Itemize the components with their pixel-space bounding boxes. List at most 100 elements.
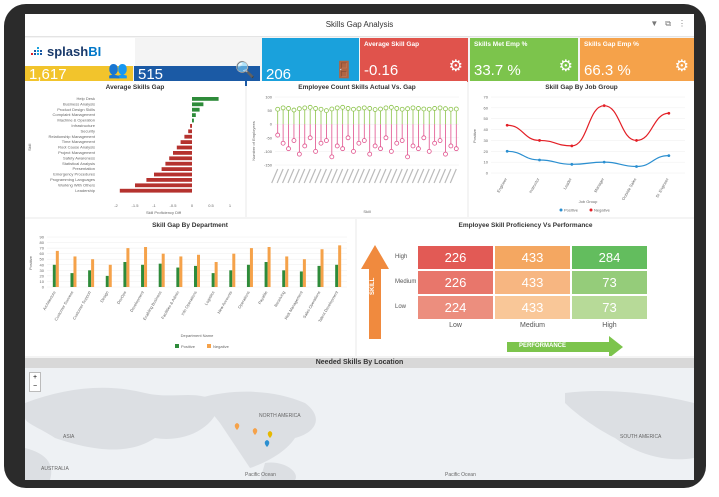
point (286, 146, 291, 152)
kpi-value: 1,617 (29, 66, 67, 83)
world-map[interactable]: ASIA NORTH AMERICA SOUTH AMERICA AUSTRAL… (25, 368, 694, 480)
heatmap-cell[interactable]: 226 (418, 271, 493, 294)
emp-count-title: Employee Count Skills Actual Vs. Gap (298, 84, 416, 91)
point (302, 143, 308, 149)
map-label: SOUTH AMERICA (620, 434, 662, 440)
bar (190, 124, 192, 128)
tick-label: -150 (264, 163, 273, 168)
heatmap-cell[interactable]: 73 (572, 296, 647, 319)
heatmap-cell[interactable]: 224 (418, 296, 493, 319)
heatmap-cell[interactable]: 73 (572, 271, 647, 294)
bar (214, 262, 218, 287)
tick-label: Development (129, 289, 146, 313)
x-tick-label (401, 168, 409, 184)
map-location-pin (234, 423, 240, 430)
bar (119, 188, 192, 193)
column-label: Low (449, 322, 462, 329)
point (361, 138, 367, 143)
bar (211, 273, 215, 287)
heatmap-cell[interactable]: 226 (418, 246, 493, 269)
tick-label: Payable (257, 289, 269, 305)
x-tick-label (384, 168, 392, 184)
point (453, 106, 459, 112)
kpi-label: Skills Gap Emp % (584, 41, 639, 48)
bar (91, 259, 95, 287)
zoom-out-button[interactable]: − (32, 383, 38, 390)
zoom-in-button[interactable]: + (32, 374, 38, 381)
bar (246, 264, 250, 287)
point (372, 143, 378, 149)
tick-label: 0 (191, 203, 194, 208)
x-tick-label (336, 168, 344, 184)
x-tick-label (287, 168, 295, 184)
kpi-tile[interactable]: 206 🚪 (262, 38, 359, 86)
bar (302, 259, 306, 287)
point (318, 106, 324, 112)
bar (176, 267, 180, 287)
legend-label: Positive (564, 208, 579, 213)
export-icon[interactable]: ⧉ (665, 19, 671, 28)
point (538, 139, 541, 142)
x-tick-label (390, 168, 398, 184)
kpi-tile[interactable]: 33.7 % Skills Met Emp % ⚙ (470, 38, 578, 82)
point (602, 160, 606, 164)
bar (169, 156, 192, 161)
point (329, 106, 335, 112)
heatmap-cell[interactable]: 433 (495, 271, 570, 294)
tick-label: Leader (562, 176, 573, 190)
bar (192, 102, 204, 107)
point (351, 149, 356, 154)
tick-label: Project Management (58, 150, 96, 155)
point (361, 105, 367, 111)
point (667, 111, 671, 115)
bar (55, 250, 59, 287)
tick-label: -2 (114, 203, 118, 208)
legend-label: Negative (594, 208, 611, 213)
column-label: High (602, 322, 617, 329)
filter-icon[interactable]: ▼ (650, 19, 659, 28)
kpi-tile[interactable]: 66.3 % Skills Gap Emp % ⚙ (580, 38, 694, 82)
point (334, 143, 340, 149)
more-icon[interactable]: ⋮ (678, 19, 686, 28)
bar (158, 263, 162, 287)
tick-label: Instructor (528, 176, 541, 194)
heatmap-cell[interactable]: 284 (572, 246, 647, 269)
point (383, 135, 389, 141)
heatmap-cell[interactable]: 433 (495, 246, 570, 269)
point (372, 107, 378, 112)
emp-count-chart: -150 -100 -50 0 50 100 Skill Number of Employee… (251, 95, 459, 214)
tick-label: 90 (40, 235, 45, 240)
x-tick-label (449, 168, 457, 184)
tick-label: Risk Management (283, 289, 304, 320)
avg-skills-gap-panel: Average Skills Gap Help Desk Business Ana… (25, 81, 245, 217)
tick-label: -0.5 (170, 203, 178, 208)
gears-red-icon: ⚙ (674, 58, 689, 75)
map-label: Pacific Ocean (445, 472, 476, 478)
kpi-label: Average Skill Gap (364, 41, 420, 48)
tick-label: 0 (270, 122, 273, 127)
point (313, 106, 318, 111)
tick-label: 70 (484, 95, 489, 100)
tick-label: 1 (229, 203, 232, 208)
point (313, 149, 318, 154)
x-axis-label: Skill Proficiency Diff (146, 210, 182, 215)
tick-label: Help Desk (77, 96, 95, 101)
point (570, 144, 574, 148)
tick-label: -50 (266, 135, 273, 140)
point (307, 135, 313, 141)
kpi-tile[interactable]: -0.16 Average Skill Gap ⚙ (360, 38, 468, 82)
heatmap-cell[interactable]: 433 (495, 296, 570, 319)
bar (232, 253, 236, 287)
point (448, 106, 454, 112)
point (296, 106, 302, 112)
tick-label: Sales Operations (302, 290, 322, 319)
x-tick-label (395, 168, 403, 184)
point (570, 162, 574, 166)
legend-swatch (559, 208, 563, 212)
legend-label: Positive (181, 344, 196, 349)
point (367, 106, 373, 111)
x-tick-label (373, 168, 382, 184)
point (426, 106, 432, 112)
bar (317, 265, 321, 287)
zoom-control: + − (29, 372, 41, 392)
